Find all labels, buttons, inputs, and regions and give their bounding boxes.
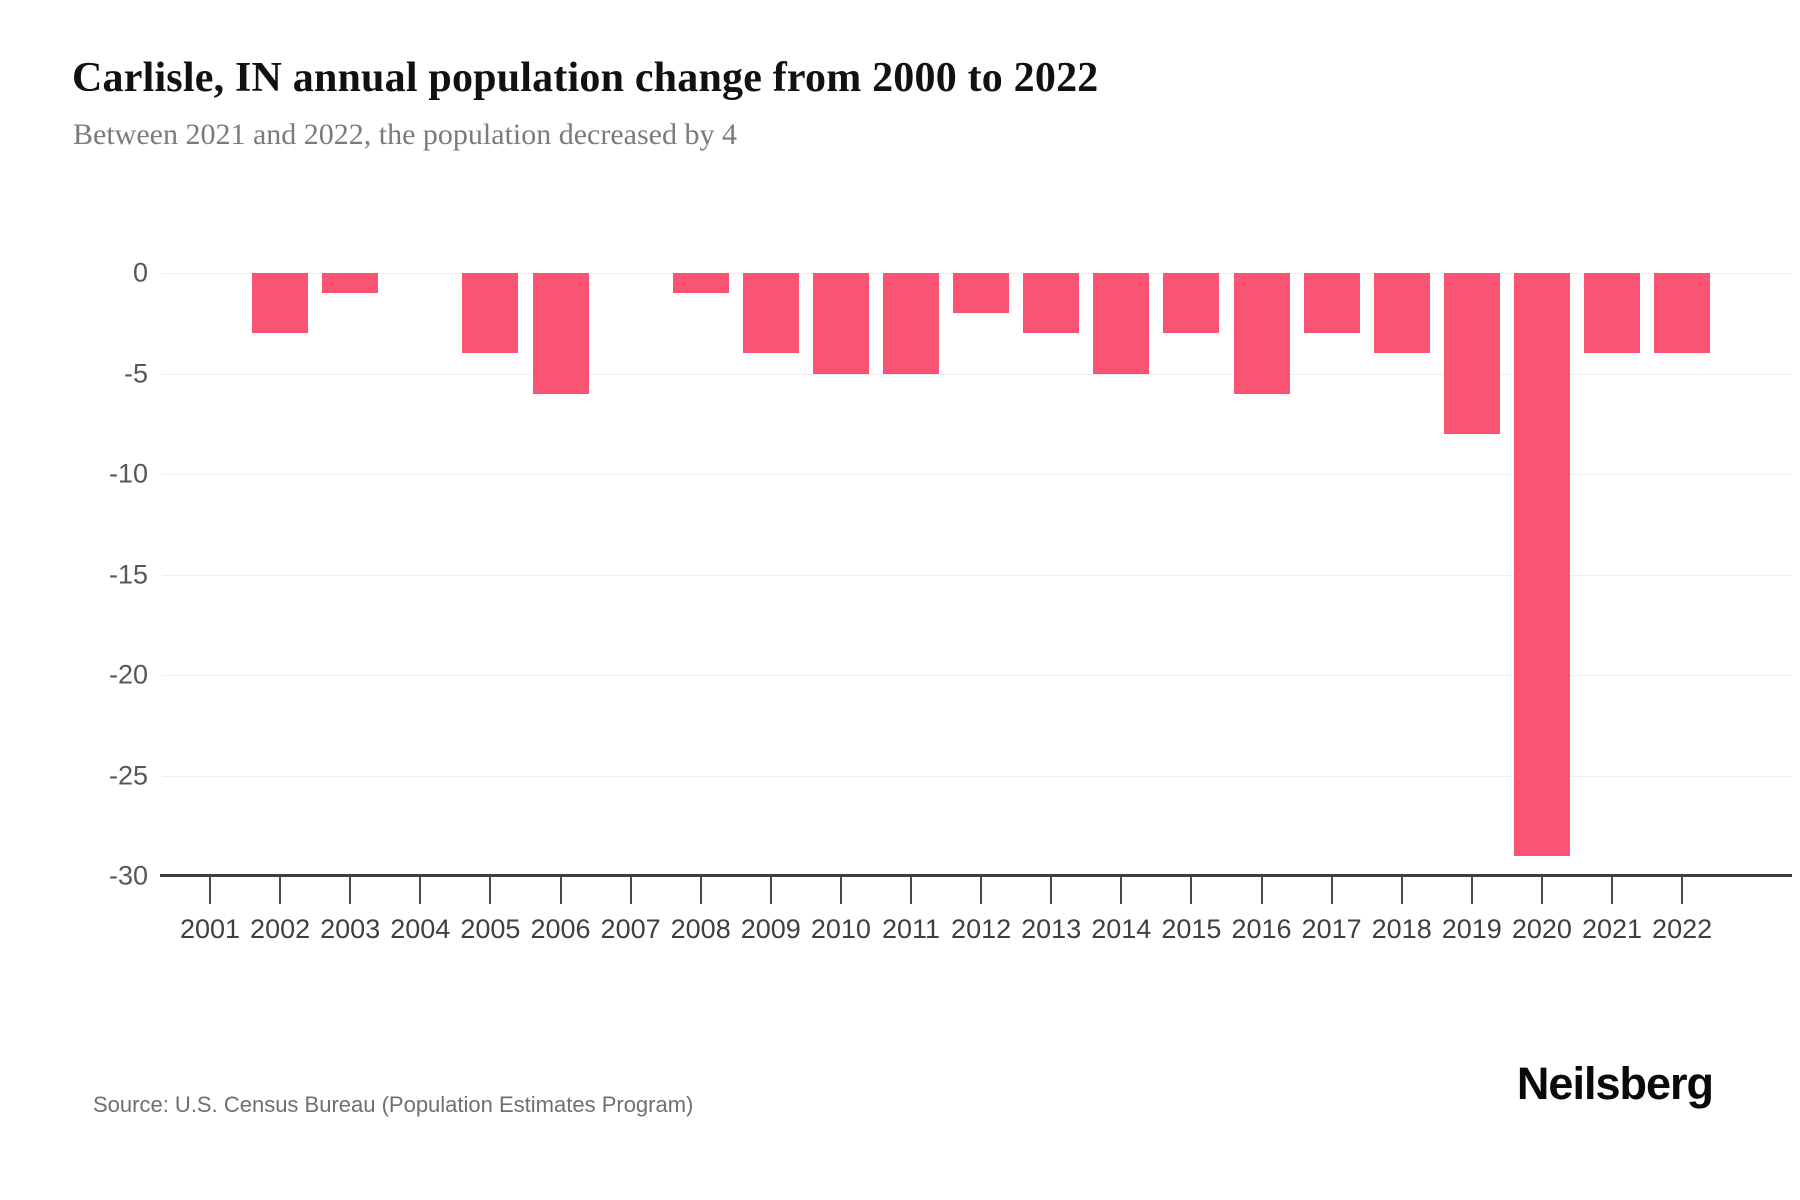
bar-2005 xyxy=(462,273,519,354)
bar-2006 xyxy=(532,273,589,394)
x-tick-label: 2008 xyxy=(670,914,731,944)
x-tick xyxy=(209,876,211,904)
x-tick-label: 2020 xyxy=(1511,914,1572,944)
bar-2011 xyxy=(883,273,939,374)
x-tick xyxy=(1190,876,1193,904)
x-tick xyxy=(1120,876,1123,904)
chart-subtitle: Between 2021 and 2022, the population de… xyxy=(73,118,737,151)
x-tick xyxy=(769,876,772,904)
bar-2022 xyxy=(1654,273,1711,354)
bar-2010 xyxy=(812,273,869,374)
x-tick xyxy=(629,876,632,904)
x-tick-label: 2003 xyxy=(320,914,381,944)
x-tick-label: 2015 xyxy=(1161,914,1222,944)
bar-2017 xyxy=(1303,273,1360,334)
x-tick-label: 2007 xyxy=(600,914,661,944)
x-tick-label: 2021 xyxy=(1581,914,1643,944)
x-tick xyxy=(1400,876,1403,904)
x-tick-label: 2004 xyxy=(390,914,451,944)
x-tick xyxy=(1540,876,1543,904)
source-note: Source: U.S. Census Bureau (Population E… xyxy=(93,1092,694,1117)
x-tick-label: 2014 xyxy=(1091,914,1152,944)
x-axis-line xyxy=(160,874,1792,877)
x-tick-label: 2010 xyxy=(810,914,871,944)
x-tick xyxy=(559,876,562,904)
x-tick-label: 2006 xyxy=(530,914,591,944)
bar-2016 xyxy=(1233,273,1290,394)
bar-2015 xyxy=(1163,273,1220,334)
x-tick-label: 2016 xyxy=(1231,914,1292,944)
x-tick xyxy=(839,876,842,904)
gridline xyxy=(162,675,1792,676)
y-tick-label: -10 xyxy=(108,458,148,489)
x-tick-label: 2012 xyxy=(951,914,1012,944)
x-tick-label: 2019 xyxy=(1441,914,1502,944)
bar-2018 xyxy=(1373,273,1430,354)
x-tick-label: 2002 xyxy=(250,914,311,944)
gridline xyxy=(162,474,1792,475)
x-tick xyxy=(1470,876,1473,904)
x-tick xyxy=(419,876,422,904)
y-tick-label: 0 xyxy=(132,257,148,288)
gridline xyxy=(162,574,1792,576)
bar-2012 xyxy=(953,273,1010,314)
x-tick xyxy=(910,876,912,904)
gridline xyxy=(162,775,1792,777)
x-tick-label: 2018 xyxy=(1371,914,1432,944)
x-tick xyxy=(980,876,983,904)
bar-2008 xyxy=(672,273,729,294)
gridline xyxy=(162,373,1792,375)
y-tick-label: -20 xyxy=(108,659,148,690)
bar-2002 xyxy=(252,273,309,334)
x-tick-label: 2022 xyxy=(1652,914,1713,944)
y-tick-label: -25 xyxy=(108,760,148,790)
y-tick-label: -5 xyxy=(123,358,148,388)
bar-2009 xyxy=(742,273,799,354)
x-tick-label: 2001 xyxy=(179,914,241,944)
x-tick-label: 2017 xyxy=(1301,914,1362,944)
x-tick xyxy=(1611,876,1613,904)
x-tick xyxy=(1050,876,1053,904)
y-tick-label: -15 xyxy=(108,559,148,589)
x-tick xyxy=(489,876,492,904)
x-tick xyxy=(1330,876,1333,904)
x-tick xyxy=(349,876,352,904)
plot-area: 0 -5 -10 -15 -20 -25 -30 2001 2002 2003 2004 2005 2… xyxy=(109,258,1792,944)
bar-2003 xyxy=(322,273,379,294)
chart-title: Carlisle, IN annual population change fr… xyxy=(72,55,1099,101)
bar-2020 xyxy=(1513,273,1570,856)
neilsberg-logo: Neilsberg xyxy=(1516,1058,1714,1109)
x-tick-label: 2009 xyxy=(740,914,801,944)
x-tick xyxy=(1681,876,1684,904)
bar-2013 xyxy=(1023,273,1080,334)
bar-2021 xyxy=(1584,273,1640,354)
x-tick-label: 2011 xyxy=(881,914,941,944)
y-tick-label: -30 xyxy=(108,860,148,891)
x-tick-label: 2013 xyxy=(1021,914,1082,944)
x-tick-label: 2005 xyxy=(460,914,521,944)
x-tick xyxy=(699,876,702,904)
x-tick xyxy=(279,876,282,904)
x-tick xyxy=(1260,876,1263,904)
bar-2014 xyxy=(1093,273,1150,374)
bar-2019 xyxy=(1443,273,1500,434)
